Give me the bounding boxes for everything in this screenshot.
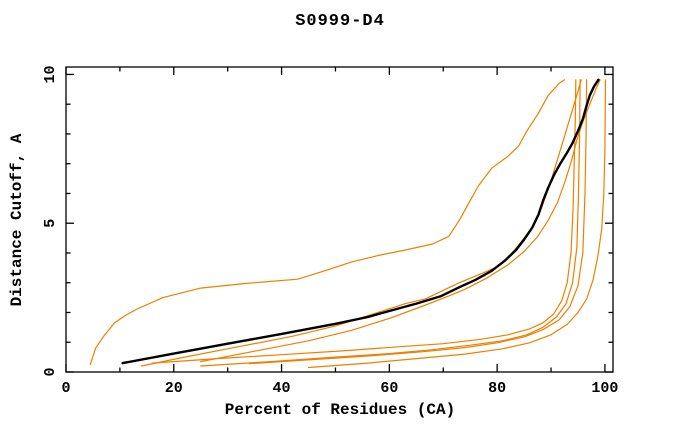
x-axis-title: Percent of Residues (CA) <box>224 401 456 419</box>
series-line-model-orange-6 <box>248 79 588 365</box>
series-line-highlighted-model-black <box>121 78 600 365</box>
y-tick-label: 10 <box>42 65 59 83</box>
x-tick-label: 20 <box>165 380 183 397</box>
y-axis-title: Distance Cutoff, A <box>8 133 26 307</box>
x-tick-label: 100 <box>591 380 618 397</box>
series-line-model-orange-5 <box>200 79 581 367</box>
x-tick-label: 80 <box>488 380 506 397</box>
plot-frame <box>65 66 614 373</box>
series-line-model-orange-4 <box>151 79 577 364</box>
x-tick-label: 40 <box>273 380 291 397</box>
series-line-model-orange-7-late <box>307 79 607 369</box>
y-tick-label: 0 <box>42 367 59 376</box>
series-line-model-orange-2 <box>140 79 582 367</box>
series-line-model-orange-3 <box>200 79 601 363</box>
x-tick-label: 0 <box>61 380 70 397</box>
y-tick-label: 5 <box>42 219 59 228</box>
x-tick-label: 60 <box>380 380 398 397</box>
chart-title: S0999-D4 <box>295 12 385 31</box>
series-line-model-orange-1-worst <box>89 79 566 366</box>
